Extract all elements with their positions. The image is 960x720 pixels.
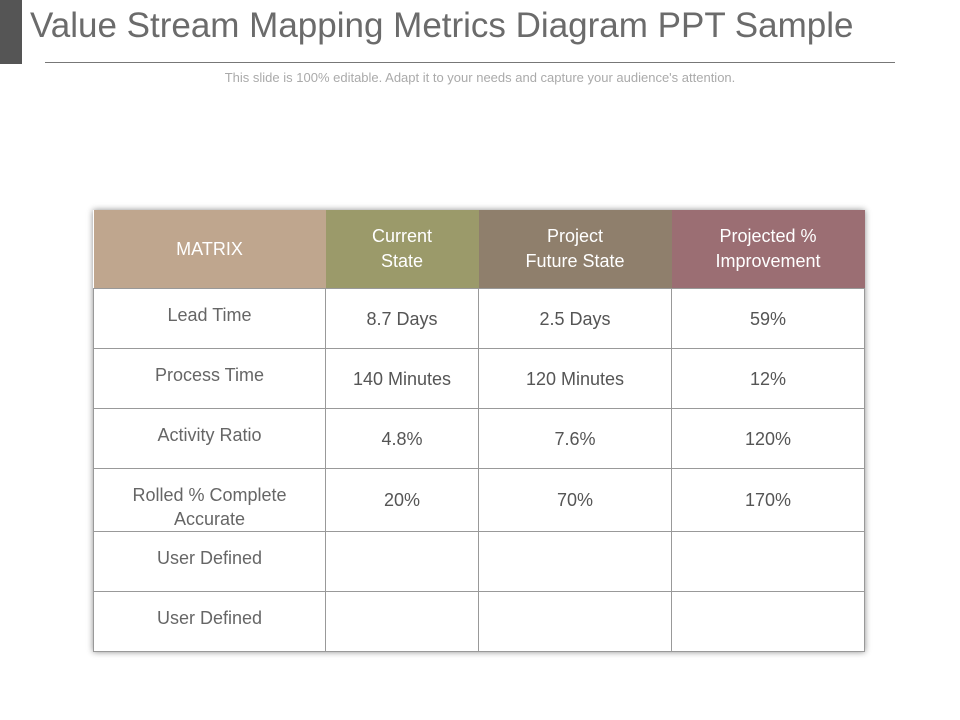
table-cell: 120% [671,408,865,469]
table-cell: 70% [478,468,672,532]
table-cell [671,591,865,652]
header-cell: Project Future State [478,210,672,289]
table-cell: User Defined [93,531,326,592]
table-cell: 4.8% [325,408,479,469]
table-cell: 120 Minutes [478,348,672,409]
table-row: Lead Time 8.7 Days 2.5 Days 59% [93,288,865,349]
metrics-table: MATRIX Current State Project Future State P… [93,210,865,652]
accent-bar [0,0,22,64]
table-cell: Process Time [93,348,326,409]
slide-subtitle: This slide is 100% editable. Adapt it to… [224,70,736,85]
table-cell: 2.5 Days [478,288,672,349]
header-cell: Current State [325,210,479,289]
header-row: MATRIX Current State Project Future State P… [93,210,865,289]
table-cell [478,531,672,592]
table-cell: Rolled % Complete Accurate [93,468,326,532]
table-body: Lead Time 8.7 Days 2.5 Days 59% Process Time… [93,288,865,652]
table-row: User Defined [93,591,865,652]
table-row: User Defined [93,531,865,592]
table-cell [478,591,672,652]
table-row: Process Time 140 Minutes 120 Minutes 12% [93,348,865,409]
table-row: Rolled % Complete Accurate 20% 70% 170% [93,468,865,532]
table-row: Activity Ratio 4.8% 7.6% 120% [93,408,865,469]
table-cell [325,591,479,652]
table-cell: 170% [671,468,865,532]
table-cell: User Defined [93,591,326,652]
table-cell: 20% [325,468,479,532]
table-cell: Activity Ratio [93,408,326,469]
table-cell: Lead Time [93,288,326,349]
table-cell: 140 Minutes [325,348,479,409]
table-cell: 7.6% [478,408,672,469]
table-cell [671,531,865,592]
slide-title: Value Stream Mapping Metrics Diagram PPT… [30,6,854,45]
table-cell [325,531,479,592]
header-cell: Projected % Improvement [671,210,865,289]
header-cell: MATRIX [93,210,326,289]
table-cell: 59% [671,288,865,349]
table-cell: 8.7 Days [325,288,479,349]
table-cell: 12% [671,348,865,409]
title-rule [45,62,895,63]
